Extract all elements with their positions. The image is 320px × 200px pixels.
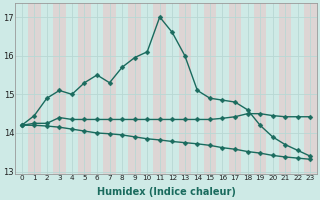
Bar bbox=[154, 3, 166, 174]
X-axis label: Humidex (Indice chaleur): Humidex (Indice chaleur) bbox=[97, 187, 236, 197]
Bar bbox=[304, 3, 316, 174]
Bar bbox=[204, 3, 216, 174]
Bar bbox=[78, 3, 91, 174]
Bar bbox=[28, 3, 41, 174]
Bar bbox=[229, 3, 241, 174]
Bar bbox=[179, 3, 191, 174]
Bar bbox=[103, 3, 116, 174]
Bar bbox=[254, 3, 266, 174]
Bar bbox=[279, 3, 292, 174]
Bar bbox=[53, 3, 66, 174]
Bar bbox=[128, 3, 141, 174]
